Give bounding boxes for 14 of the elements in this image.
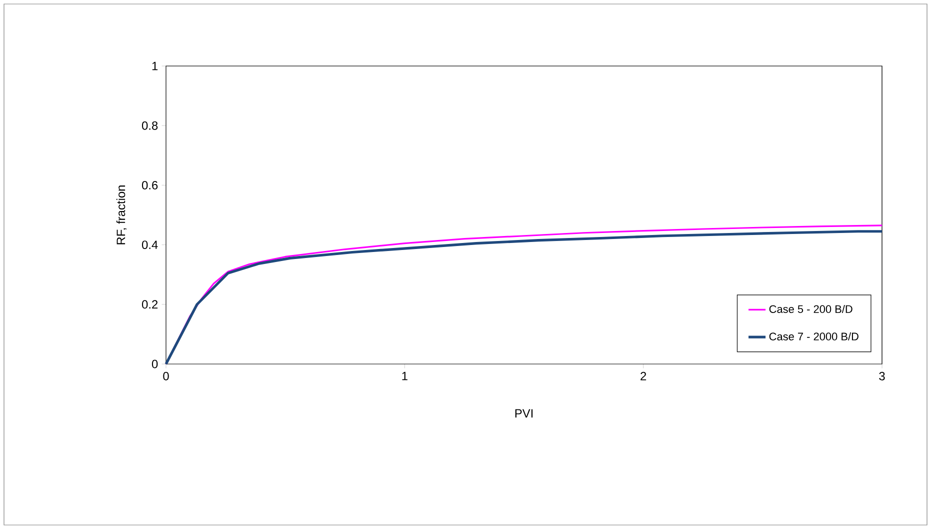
x-tick-label: 2 <box>640 372 646 380</box>
x-tick-label: 1 <box>402 372 408 380</box>
y-tick-label: 0.2 <box>142 300 158 309</box>
y-tick-label: 0.6 <box>142 180 158 190</box>
y-tick-label: 1 <box>152 62 158 70</box>
x-tick-label: 3 <box>879 372 885 380</box>
legend-label: Case 5 - 200 B/D <box>769 304 852 313</box>
y-tick-label: 0 <box>152 360 158 368</box>
x-tick-label: 0 <box>163 372 169 380</box>
y-tick-label: 0.8 <box>142 121 158 130</box>
y-tick-label: 0.4 <box>142 240 158 250</box>
y-axis-title: RF, fraction <box>116 186 127 244</box>
x-axis-title: PVI <box>515 409 533 418</box>
legend-label: Case 7 - 2000 B/D <box>769 332 858 340</box>
